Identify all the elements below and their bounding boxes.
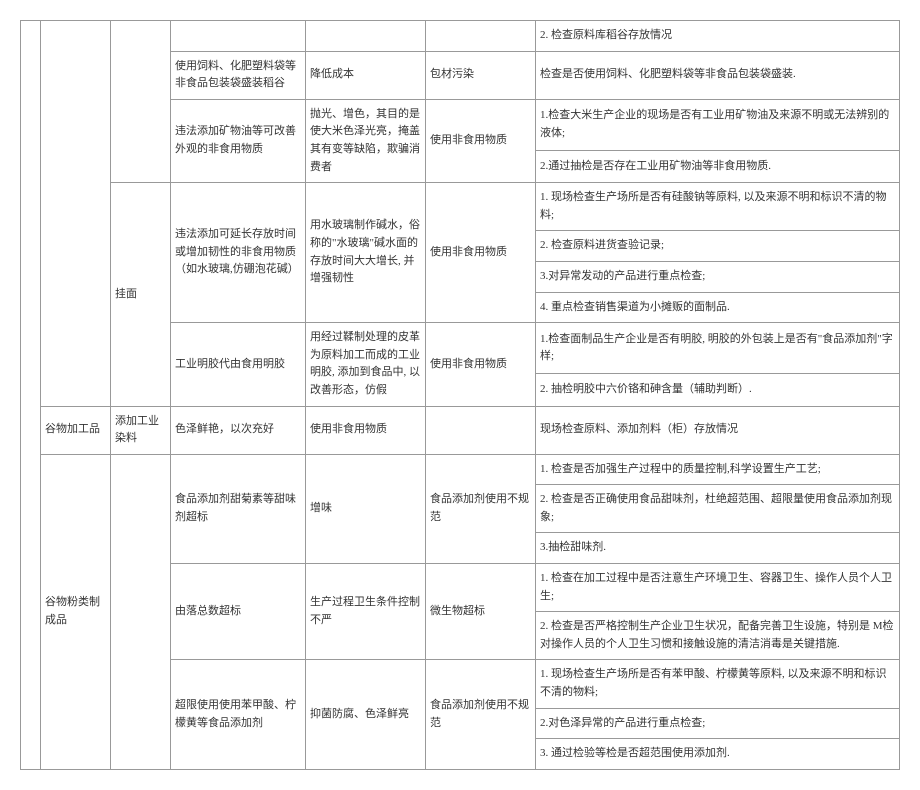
cell: 使用非食用物质 [426, 99, 536, 182]
cell: 食品添加剂使用不规范 [426, 454, 536, 563]
cell: 使用非食用物质 [426, 323, 536, 406]
cell: 降低成本 [306, 51, 426, 99]
cell: 4. 重点检查销售渠道为小摊贩的面制品. [536, 292, 900, 323]
cell: 1. 现场检查生产场所是否有苯甲酸、柠檬黄等原料, 以及来源不明和标识不清的物料… [536, 660, 900, 708]
cell: 2.通过抽检是否存在工业用矿物油等非食用物质. [536, 150, 900, 182]
cell: 抛光、增色，其目的是使大米色泽光亮，掩盖其有变等缺陷，欺骗消费者 [306, 99, 426, 182]
cell: 1. 检查在加工过程中是否注意生产环境卫生、容器卫生、操作人员个人卫生; [536, 564, 900, 612]
cell [306, 21, 426, 52]
col2-fenlei: 谷物粉类制成品 [41, 454, 111, 769]
cell: 添加工业染料 [111, 406, 171, 454]
inspection-table: 2. 检查原料库稻谷存放情况 使用饲料、化肥塑料袋等非食品包装袋盛装稻谷 降低成… [20, 20, 900, 770]
cell: 2.对色泽异常的产品进行重点检查; [536, 708, 900, 739]
cell: 3.抽检甜味剂. [536, 533, 900, 564]
cell: 2. 检查是否严格控制生产企业卫生状况，配备完善卫生设施，特别是 M检对操作人员… [536, 612, 900, 660]
cell: 使用饲料、化肥塑料袋等非食品包装袋盛装稻谷 [171, 51, 306, 99]
cell: 2. 抽检明胶中六价铬和砷含量（辅助判断）. [536, 374, 900, 406]
cell: 1. 检查是否加强生产过程中的质量控制,科学设置生产工艺; [536, 454, 900, 485]
cell [171, 21, 306, 52]
cell: 微生物超标 [426, 564, 536, 660]
cell: 用经过鞣制处理的皮革为原料加工而成的工业明胶, 添加到食品中, 以改善形态，仿假 [306, 323, 426, 406]
cell: 使用非食用物质 [306, 406, 426, 454]
cell: 由落总数超标 [171, 564, 306, 660]
cell: 现场检查原料、添加剂料（柜）存放情况 [536, 406, 900, 454]
cell: 食品添加剂使用不规范 [426, 660, 536, 769]
col3-merged-top [111, 21, 171, 183]
cell: 违法添加矿物油等可改善外观的非食用物质 [171, 99, 306, 182]
cell [426, 406, 536, 454]
col2-guwu: 谷物加工品 [41, 406, 111, 454]
cell [426, 21, 536, 52]
col1-merged [21, 21, 41, 770]
cell: 1.检查大米生产企业的现场是否有工业用矿物油及来源不明或无法辨别的液体; [536, 99, 900, 150]
cell: 检查是否使用饲料、化肥塑料袋等非食品包装袋盛装. [536, 51, 900, 99]
cell: 增味 [306, 454, 426, 563]
cell: 工业明胶代由食用明胶 [171, 323, 306, 406]
cell: 超限使用使用苯甲酸、柠檬黄等食品添加剂 [171, 660, 306, 769]
cell: 1. 现场检查生产场所是否有硅酸钠等原料, 以及来源不明和标识不清的物料; [536, 183, 900, 231]
cell: 抑菌防腐、色泽鲜亮 [306, 660, 426, 769]
cell: 食品添加剂甜菊素等甜味剂超标 [171, 454, 306, 563]
col2-merged-top [41, 21, 111, 407]
cell: 2. 检查原料进货查验记录; [536, 231, 900, 262]
cell: 使用非食用物质 [426, 183, 536, 323]
cell: 生产过程卫生条件控制不严 [306, 564, 426, 660]
cell: 用水玻璃制作碱水，俗称的"水玻璃"碱水面的存放时间大大增长, 并增强韧性 [306, 183, 426, 323]
cell: 包材污染 [426, 51, 536, 99]
cell: 色泽鲜艳，以次充好 [171, 406, 306, 454]
col3-guamian: 挂面 [111, 183, 171, 406]
cell: 违法添加可延长存放时间或增加韧性的非食用物质（如水玻璃,仿硼泡花碱） [171, 183, 306, 323]
cell: 3.对异常发动的产品进行重点检查; [536, 261, 900, 292]
cell: 2. 检查是否正确使用食品甜味剂，杜绝超范围、超限量使用食品添加剂现象; [536, 485, 900, 533]
col3-merged-mid [111, 454, 171, 769]
cell: 1.检查面制品生产企业是否有明胶, 明胶的外包装上是否有"食品添加剂"字样; [536, 323, 900, 374]
cell: 2. 检查原料库稻谷存放情况 [536, 21, 900, 52]
cell: 3. 通过检验等检是否超范围使用添加剂. [536, 739, 900, 770]
